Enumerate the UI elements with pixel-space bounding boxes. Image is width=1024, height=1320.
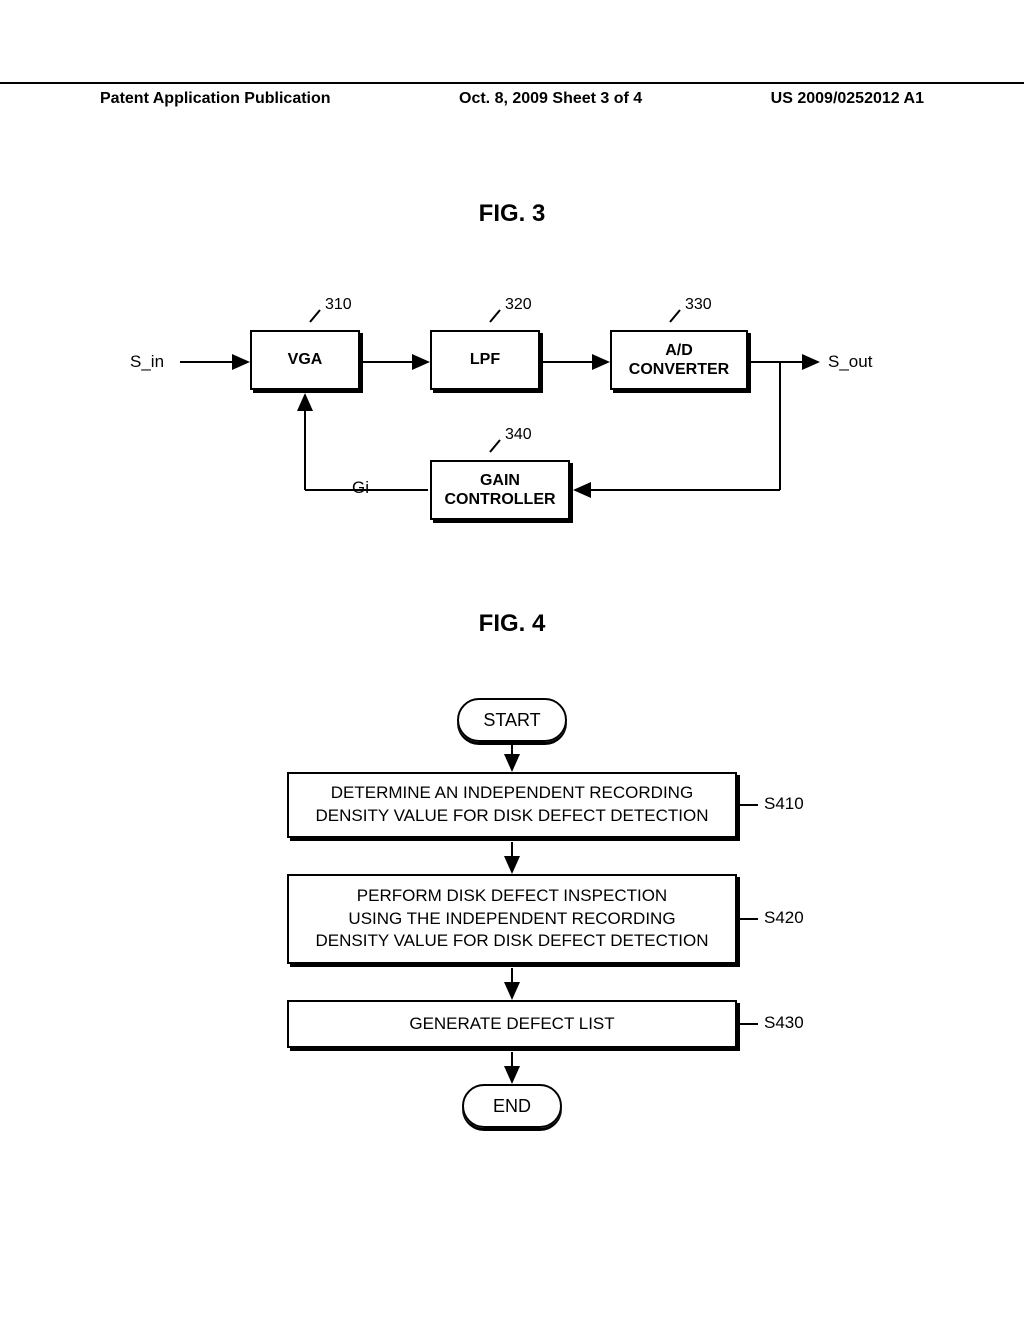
ref-310: 310	[325, 296, 352, 314]
step-s420-text: PERFORM DISK DEFECT INSPECTION USING THE…	[316, 885, 709, 954]
s430-dash	[740, 1023, 758, 1025]
sout-label: S_out	[828, 352, 872, 372]
s410-label: S410	[764, 794, 804, 814]
ref-330: 330	[685, 296, 712, 314]
step-s410-text: DETERMINE AN INDEPENDENT RECORDING DENSI…	[316, 782, 709, 828]
page-header: Patent Application Publication Oct. 8, 2…	[0, 82, 1024, 112]
fig3-title: FIG. 3	[0, 200, 1024, 228]
gain-block: GAIN CONTROLLER	[430, 460, 570, 520]
sin-label: S_in	[130, 352, 164, 372]
fig4-flowchart: START DETERMINE AN INDEPENDENT RECORDING…	[0, 690, 1024, 1220]
gain-text: GAIN CONTROLLER	[444, 471, 555, 509]
s410-dash	[740, 804, 758, 806]
vga-text: VGA	[288, 350, 323, 369]
fig4-title: FIG. 4	[0, 610, 1024, 638]
vga-block: VGA	[250, 330, 360, 390]
fig3-diagram: S_in S_out Gi 310 320 330 340 VGA LPF A/…	[130, 280, 920, 550]
s430-label: S430	[764, 1013, 804, 1033]
end-terminal: END	[462, 1084, 562, 1128]
patent-page: Patent Application Publication Oct. 8, 2…	[0, 0, 1024, 1320]
adc-block: A/D CONVERTER	[610, 330, 748, 390]
lpf-text: LPF	[470, 350, 500, 369]
s420-label: S420	[764, 908, 804, 928]
step-s430-text: GENERATE DEFECT LIST	[409, 1013, 614, 1036]
step-s410: DETERMINE AN INDEPENDENT RECORDING DENSI…	[287, 772, 737, 838]
start-terminal: START	[457, 698, 567, 742]
lpf-block: LPF	[430, 330, 540, 390]
step-s430: GENERATE DEFECT LIST	[287, 1000, 737, 1048]
header-left: Patent Application Publication	[100, 90, 331, 108]
adc-text: A/D CONVERTER	[629, 341, 729, 379]
s420-dash	[740, 918, 758, 920]
ref-320: 320	[505, 296, 532, 314]
header-center: Oct. 8, 2009 Sheet 3 of 4	[459, 90, 642, 108]
step-s420: PERFORM DISK DEFECT INSPECTION USING THE…	[287, 874, 737, 964]
gi-label: Gi	[352, 478, 369, 498]
start-text: START	[483, 710, 540, 731]
ref-340: 340	[505, 426, 532, 444]
end-text: END	[493, 1096, 531, 1117]
header-right: US 2009/0252012 A1	[771, 90, 924, 108]
